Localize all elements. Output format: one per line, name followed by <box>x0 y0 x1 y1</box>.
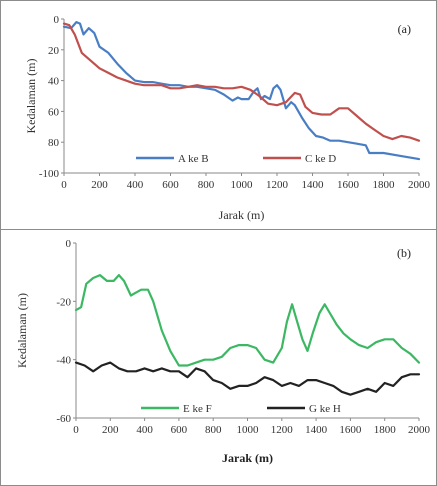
x-tick-label: 600 <box>162 179 179 191</box>
legend-label: E ke F <box>183 403 212 415</box>
panel-label: (b) <box>397 246 411 260</box>
chart-b-svg: 0-20-40-600 200 400 600 800 1000 1200 1400 1600 1… <box>15 238 431 465</box>
y-axis-title: Kedalaman (m) <box>24 59 38 134</box>
x-tick-label: 1400 <box>305 424 328 436</box>
legend-label: C ke D <box>305 153 336 165</box>
chart-panel-b: 0 -20 -40 -60 0 200 400 600 800 1000 1200 1400 1600 1… <box>0 229 437 486</box>
x-tick-label: 600 <box>171 424 188 436</box>
y-axis-title: Kedalaman (m) <box>15 293 29 368</box>
x-tick-label: 1600 <box>337 179 360 191</box>
x-tick-label: 0 <box>73 424 79 436</box>
x-tick-label: 200 <box>102 424 119 436</box>
panel-label: (a) <box>398 22 411 36</box>
x-tick-label: 1800 <box>373 179 396 191</box>
x-axis-title: Jarak (m) <box>219 208 265 222</box>
y-tick-label: 80 <box>48 137 60 149</box>
y-tick-label: -40 <box>56 355 71 367</box>
x-tick-label: 0 <box>61 179 67 191</box>
x-tick-label: 2000 <box>408 424 431 436</box>
x-tick-label: 1800 <box>374 424 397 436</box>
chart-panel-a: 0 20 40 60 80 -100 0 200 400 600 800 1000 1200 1400 16… <box>0 0 437 230</box>
y-tick-label: -20 <box>56 296 71 308</box>
x-tick-label: 1400 <box>302 179 325 191</box>
y-tick-label: 0 <box>66 238 72 250</box>
x-tick-label: 1000 <box>237 424 260 436</box>
legend-label: A ke B <box>178 153 209 165</box>
y-tick-label: 0 <box>54 14 60 26</box>
series-line-c-ke-d <box>62 22 421 142</box>
x-tick-label: 800 <box>205 424 222 436</box>
y-tick-label: 40 <box>48 76 60 88</box>
y-tick-label: -100 <box>39 168 60 180</box>
x-tick-label: 1200 <box>266 179 289 191</box>
y-tick-label: -60 <box>56 413 71 425</box>
series-line-e-ke-f <box>74 273 421 367</box>
series-line-a-ke-b <box>62 21 421 161</box>
x-tick-label: 400 <box>127 179 144 191</box>
x-tick-label: 200 <box>91 179 108 191</box>
x-tick-label: 800 <box>198 179 215 191</box>
y-tick-label: 20 <box>48 45 60 57</box>
x-axis-title: Jarak (m) <box>222 451 273 465</box>
series-line-g-ke-h <box>74 361 421 396</box>
x-tick-label: 400 <box>136 424 153 436</box>
x-tick-label: 1000 <box>231 179 254 191</box>
x-tick-label: 2000 <box>408 179 431 191</box>
x-tick-label: 1200 <box>271 424 294 436</box>
x-tick-label: 1600 <box>339 424 362 436</box>
legend-label: G ke H <box>309 403 341 415</box>
y-tick-label: 60 <box>48 106 60 118</box>
